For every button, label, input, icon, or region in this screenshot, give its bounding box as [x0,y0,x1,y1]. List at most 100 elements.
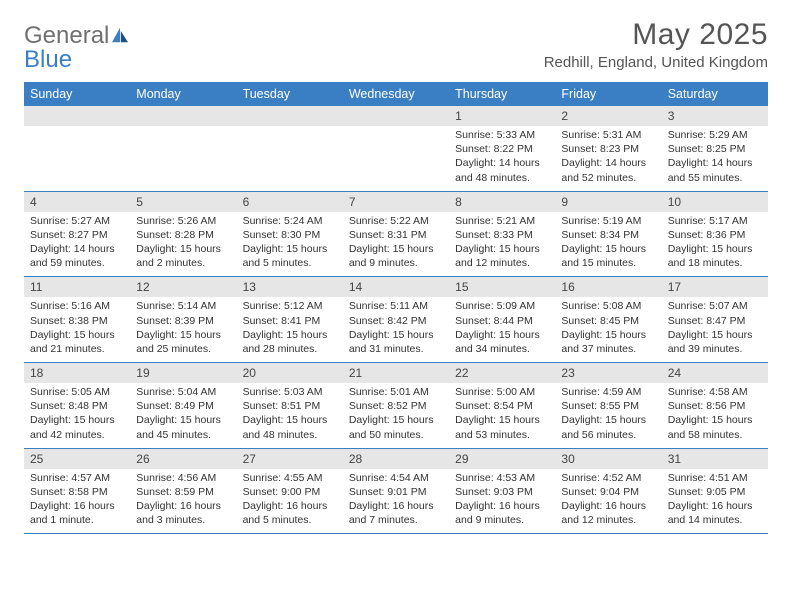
daylight-text2: and 55 minutes. [668,171,762,185]
sunrise-text: Sunrise: 5:22 AM [349,214,443,228]
day-cell [237,126,343,191]
daylight-text1: Daylight: 15 hours [243,413,337,427]
day-cell: Sunrise: 5:16 AMSunset: 8:38 PMDaylight:… [24,297,130,362]
date-number: 5 [130,192,236,212]
sunset-text: Sunset: 8:36 PM [668,228,762,242]
day-cell: Sunrise: 5:00 AMSunset: 8:54 PMDaylight:… [449,383,555,448]
sunset-text: Sunset: 8:27 PM [30,228,124,242]
date-number: 12 [130,277,236,297]
sunset-text: Sunset: 9:01 PM [349,485,443,499]
sunset-text: Sunset: 9:00 PM [243,485,337,499]
daylight-text1: Daylight: 14 hours [455,156,549,170]
day-cell: Sunrise: 5:17 AMSunset: 8:36 PMDaylight:… [662,212,768,277]
sunset-text: Sunset: 8:56 PM [668,399,762,413]
sunset-text: Sunset: 8:48 PM [30,399,124,413]
calendar-page: GeneralBlue May 2025 Redhill, England, U… [0,0,792,534]
date-number: 13 [237,277,343,297]
date-number [24,106,130,126]
daylight-text1: Daylight: 15 hours [243,328,337,342]
sunset-text: Sunset: 8:51 PM [243,399,337,413]
day-cell: Sunrise: 5:29 AMSunset: 8:25 PMDaylight:… [662,126,768,191]
daylight-text1: Daylight: 16 hours [668,499,762,513]
date-number [237,106,343,126]
day-cell: Sunrise: 5:12 AMSunset: 8:41 PMDaylight:… [237,297,343,362]
daylight-text1: Daylight: 15 hours [349,242,443,256]
date-number [130,106,236,126]
daylight-text1: Daylight: 16 hours [136,499,230,513]
day-cell: Sunrise: 5:05 AMSunset: 8:48 PMDaylight:… [24,383,130,448]
daylight-text2: and 39 minutes. [668,342,762,356]
date-number: 8 [449,192,555,212]
date-number: 23 [555,363,661,383]
daylight-text2: and 9 minutes. [455,513,549,527]
sunset-text: Sunset: 8:58 PM [30,485,124,499]
day-cell: Sunrise: 4:59 AMSunset: 8:55 PMDaylight:… [555,383,661,448]
date-number: 18 [24,363,130,383]
sunrise-text: Sunrise: 5:26 AM [136,214,230,228]
daylight-text1: Daylight: 15 hours [561,413,655,427]
sunset-text: Sunset: 8:59 PM [136,485,230,499]
sunset-text: Sunset: 8:34 PM [561,228,655,242]
daylight-text1: Daylight: 15 hours [349,328,443,342]
date-number: 24 [662,363,768,383]
sunrise-text: Sunrise: 5:24 AM [243,214,337,228]
sunset-text: Sunset: 8:31 PM [349,228,443,242]
daylight-text1: Daylight: 15 hours [30,328,124,342]
day-header-cell: Wednesday [343,82,449,106]
sunrise-text: Sunrise: 4:58 AM [668,385,762,399]
daylight-text2: and 3 minutes. [136,513,230,527]
sunset-text: Sunset: 8:55 PM [561,399,655,413]
sunset-text: Sunset: 8:49 PM [136,399,230,413]
day-cell: Sunrise: 5:14 AMSunset: 8:39 PMDaylight:… [130,297,236,362]
daylight-text2: and 14 minutes. [668,513,762,527]
daylight-text1: Daylight: 16 hours [349,499,443,513]
sunrise-text: Sunrise: 5:04 AM [136,385,230,399]
daylight-text1: Daylight: 15 hours [455,242,549,256]
daylight-text1: Daylight: 16 hours [455,499,549,513]
daylight-text1: Daylight: 16 hours [561,499,655,513]
date-number [343,106,449,126]
day-header-cell: Sunday [24,82,130,106]
day-header-cell: Thursday [449,82,555,106]
daylight-text1: Daylight: 15 hours [668,413,762,427]
sunrise-text: Sunrise: 5:09 AM [455,299,549,313]
date-number: 11 [24,277,130,297]
weeks-container: 123Sunrise: 5:33 AMSunset: 8:22 PMDaylig… [24,106,768,534]
date-number: 2 [555,106,661,126]
date-number: 4 [24,192,130,212]
day-cell: Sunrise: 5:08 AMSunset: 8:45 PMDaylight:… [555,297,661,362]
sunset-text: Sunset: 8:23 PM [561,142,655,156]
sunrise-text: Sunrise: 4:56 AM [136,471,230,485]
brand-logo: GeneralBlue [24,24,130,72]
sunrise-text: Sunrise: 5:19 AM [561,214,655,228]
daylight-text2: and 2 minutes. [136,256,230,270]
day-header-cell: Friday [555,82,661,106]
day-cell: Sunrise: 5:03 AMSunset: 8:51 PMDaylight:… [237,383,343,448]
sunset-text: Sunset: 9:04 PM [561,485,655,499]
date-number: 7 [343,192,449,212]
daylight-text1: Daylight: 16 hours [30,499,124,513]
daylight-text1: Daylight: 14 hours [30,242,124,256]
daylight-text1: Daylight: 15 hours [668,328,762,342]
day-cell: Sunrise: 5:01 AMSunset: 8:52 PMDaylight:… [343,383,449,448]
sunset-text: Sunset: 8:42 PM [349,314,443,328]
sunset-text: Sunset: 8:47 PM [668,314,762,328]
day-cell: Sunrise: 5:04 AMSunset: 8:49 PMDaylight:… [130,383,236,448]
daylight-text2: and 28 minutes. [243,342,337,356]
sunrise-text: Sunrise: 4:54 AM [349,471,443,485]
daylight-text2: and 52 minutes. [561,171,655,185]
title-block: May 2025 Redhill, England, United Kingdo… [544,18,768,71]
sunrise-text: Sunrise: 4:52 AM [561,471,655,485]
daylight-text2: and 56 minutes. [561,428,655,442]
date-number: 6 [237,192,343,212]
day-header-cell: Monday [130,82,236,106]
day-cell [24,126,130,191]
date-number: 17 [662,277,768,297]
daylight-text1: Daylight: 15 hours [561,242,655,256]
sunrise-text: Sunrise: 5:29 AM [668,128,762,142]
daylight-text2: and 48 minutes. [455,171,549,185]
date-number: 27 [237,449,343,469]
sunrise-text: Sunrise: 5:31 AM [561,128,655,142]
day-header-cell: Tuesday [237,82,343,106]
daylight-text1: Daylight: 15 hours [561,328,655,342]
